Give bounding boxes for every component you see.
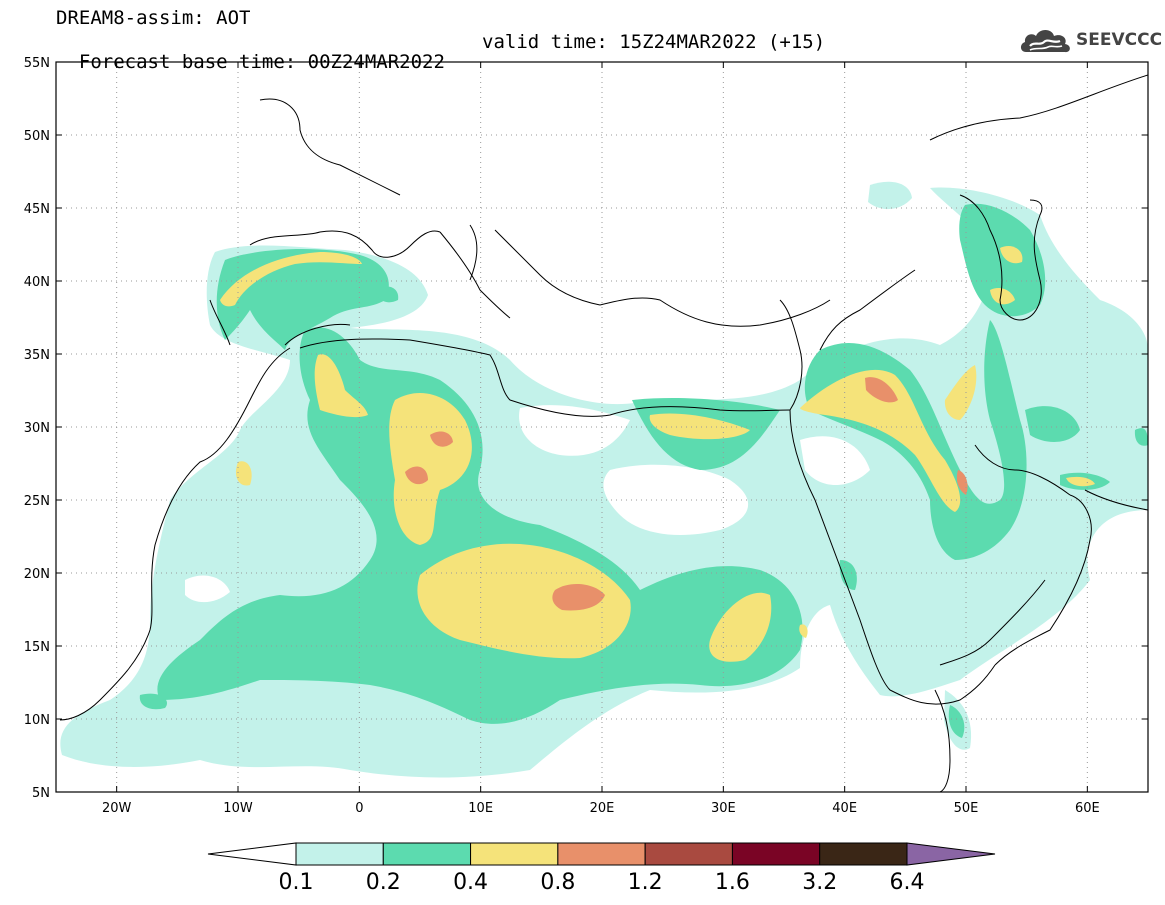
colorbar-swatch xyxy=(819,842,908,866)
colorbar-label: 1.6 xyxy=(715,870,750,895)
colorbar-label: 0.2 xyxy=(366,870,401,895)
colorbar-label: 0.8 xyxy=(540,870,575,895)
valid-time: valid time: 15Z24MAR2022 (+15) xyxy=(482,31,826,53)
lat-tick-label: 40N xyxy=(24,275,50,290)
colorbar-label: 6.4 xyxy=(890,870,925,895)
lat-tick-label: 5N xyxy=(32,786,50,801)
colorbar: 0.1 0.2 0.4 0.8 1.2 1.6 3.2 6.4 xyxy=(207,842,996,895)
lat-tick-label: 10N xyxy=(24,713,50,728)
lat-tick-label: 30N xyxy=(24,421,50,436)
lon-tick-label: 50E xyxy=(954,801,979,816)
colorbar-swatch xyxy=(644,842,733,866)
lat-tick-label: 25N xyxy=(24,494,50,509)
lon-axis: 20W 10W 0 10E 20E 30E 40E 50E 60E xyxy=(102,62,1100,816)
lon-tick-label: 40E xyxy=(832,801,857,816)
colorbar-under-triangle xyxy=(207,842,297,866)
colorbar-over-triangle xyxy=(906,842,996,866)
lat-tick-label: 50N xyxy=(24,129,50,144)
lat-axis: 55N 50N 45N 40N 35N 30N 25N 20N 15N 10N 5N xyxy=(24,56,1148,801)
lon-tick-label: 0 xyxy=(355,801,363,816)
aot-contour-0.4 xyxy=(220,245,1095,662)
colorbar-label: 0.1 xyxy=(279,870,314,895)
lon-tick-label: 30E xyxy=(711,801,736,816)
colorbar-swatch xyxy=(470,842,559,866)
colorbar-swatch xyxy=(731,842,821,866)
graticule xyxy=(56,62,1148,792)
aot-contour-clear xyxy=(185,405,870,603)
colorbar-label: 3.2 xyxy=(802,870,837,895)
lat-tick-label: 20N xyxy=(24,567,50,582)
lon-tick-label: 20E xyxy=(590,801,615,816)
colorbar-swatch xyxy=(557,842,646,866)
map-title: DREAM8-assim: AOT xyxy=(56,7,251,29)
colorbar-label: 1.2 xyxy=(628,870,663,895)
lon-tick-label: 60E xyxy=(1075,801,1100,816)
colorbar-swatch xyxy=(295,842,384,866)
lon-tick-label: 10E xyxy=(468,801,493,816)
aot-contour-0.8 xyxy=(405,377,968,611)
cloud-icon xyxy=(1020,30,1070,53)
colorbar-label: 0.4 xyxy=(453,870,488,895)
colorbar-swatch xyxy=(382,842,472,866)
lon-tick-label: 20W xyxy=(102,801,132,816)
logo-text: SEEVCCC xyxy=(1076,30,1163,50)
lat-tick-label: 35N xyxy=(24,348,50,363)
seevccc-logo: SEEVCCC xyxy=(1018,24,1162,58)
lat-tick-label: 55N xyxy=(24,56,50,71)
lat-tick-label: 45N xyxy=(24,202,50,217)
lat-tick-label: 15N xyxy=(24,640,50,655)
aot-field xyxy=(60,181,1148,778)
lon-tick-label: 10W xyxy=(223,801,253,816)
coastlines xyxy=(59,74,1148,792)
